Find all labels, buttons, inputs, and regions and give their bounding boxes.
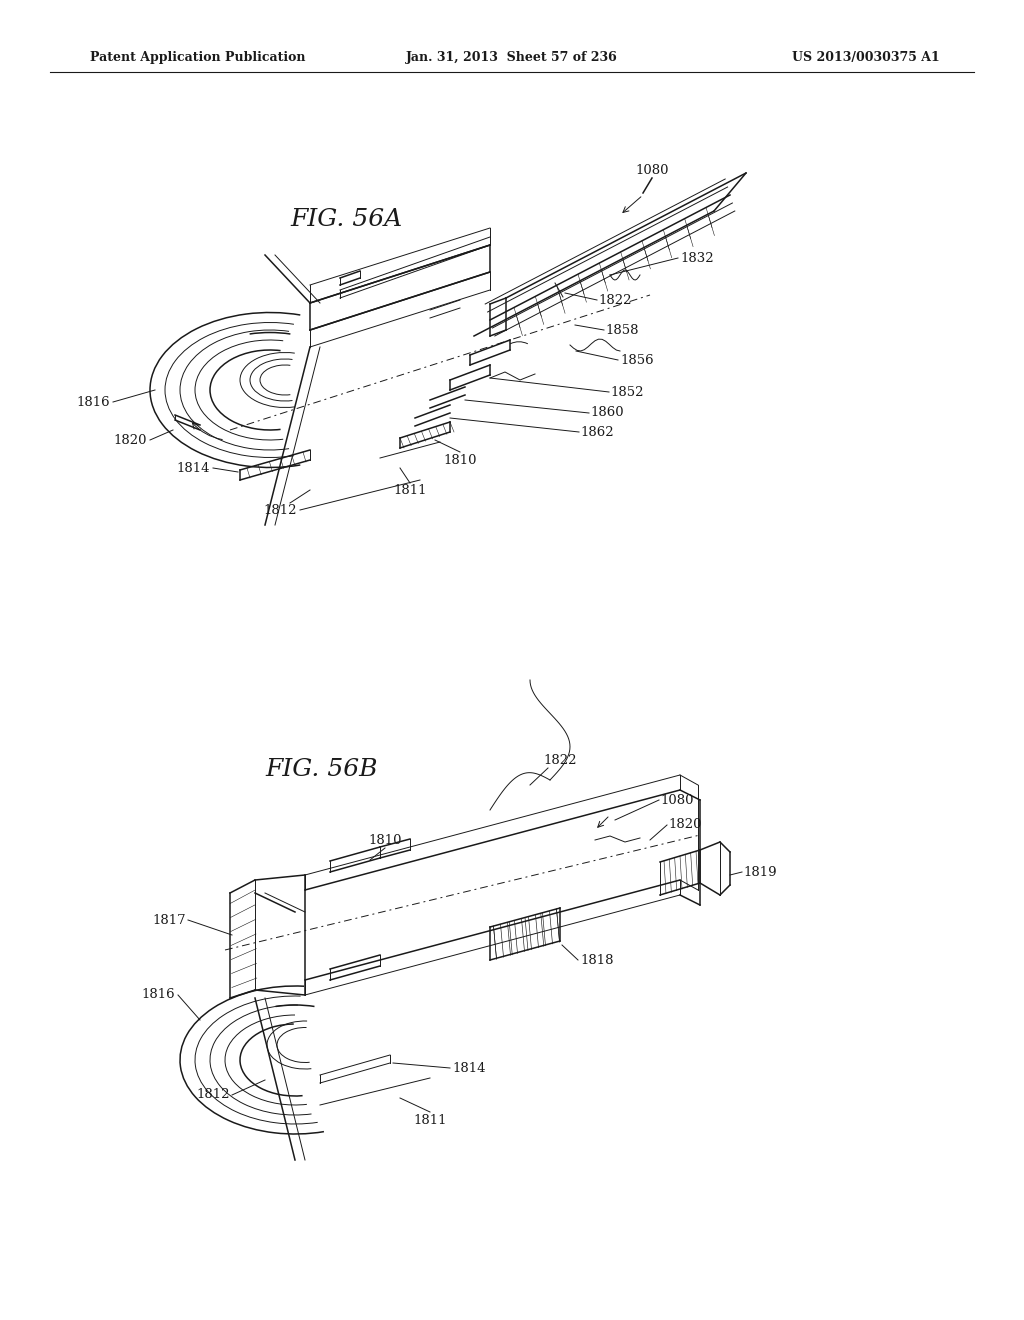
Text: 1856: 1856 [620, 354, 653, 367]
Text: FIG. 56B: FIG. 56B [265, 759, 378, 781]
Text: 1822: 1822 [598, 293, 632, 306]
Text: 1832: 1832 [680, 252, 714, 264]
Text: 1818: 1818 [580, 953, 613, 966]
Text: 1820: 1820 [668, 818, 701, 832]
Text: Patent Application Publication: Patent Application Publication [90, 51, 305, 65]
Text: 1811: 1811 [414, 1114, 446, 1126]
Text: 1860: 1860 [590, 407, 624, 420]
Text: 1820: 1820 [114, 433, 147, 446]
Text: 1814: 1814 [452, 1061, 485, 1074]
Text: 1862: 1862 [580, 425, 613, 438]
Text: 1812: 1812 [263, 503, 297, 516]
Text: FIG. 56A: FIG. 56A [290, 209, 402, 231]
Text: 1819: 1819 [743, 866, 776, 879]
Text: 1810: 1810 [443, 454, 477, 466]
Text: 1810: 1810 [369, 833, 401, 846]
Text: 1080: 1080 [660, 793, 693, 807]
Text: 1816: 1816 [77, 396, 110, 408]
Text: Jan. 31, 2013  Sheet 57 of 236: Jan. 31, 2013 Sheet 57 of 236 [407, 51, 617, 65]
Text: 1858: 1858 [605, 323, 639, 337]
Text: 1814: 1814 [176, 462, 210, 474]
Text: 1080: 1080 [635, 164, 669, 177]
Text: US 2013/0030375 A1: US 2013/0030375 A1 [793, 51, 940, 65]
Text: 1816: 1816 [141, 989, 175, 1002]
Text: 1852: 1852 [610, 385, 643, 399]
Text: 1811: 1811 [393, 483, 427, 496]
Text: 1812: 1812 [197, 1089, 230, 1101]
Text: 1817: 1817 [153, 913, 186, 927]
Text: 1822: 1822 [544, 754, 577, 767]
